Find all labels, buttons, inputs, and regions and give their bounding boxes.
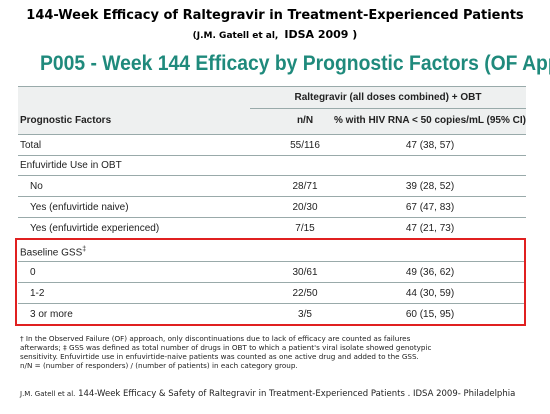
rule	[18, 134, 526, 135]
row-label: 0	[30, 267, 36, 278]
section-heading-text: Baseline GSS	[20, 247, 83, 259]
cell-pct: 49 (36, 62)	[405, 267, 455, 278]
rule	[18, 282, 526, 283]
cell-n: 30/61	[292, 267, 318, 278]
column-header: % with HIV RNA < 50 copies/mL (95% CI)	[334, 115, 526, 126]
rule	[18, 155, 526, 156]
cell-pct: 60 (15, 95)	[405, 309, 455, 320]
citation-text: 144-Week Efficacy & Safety of Raltegravi…	[78, 389, 516, 399]
slide-title: P005 - Week 144 Efficacy by Prognostic F…	[40, 52, 550, 76]
cell-n: 28/71	[292, 181, 318, 192]
rule	[18, 303, 526, 304]
rule	[250, 108, 526, 109]
slide-title-text: P005 - Week 144 Efficacy by Prognostic F…	[40, 52, 550, 75]
citation-authors: J.M. Gatell et al.	[20, 390, 76, 398]
cell-pct: 47 (38, 57)	[405, 140, 455, 151]
citation: J.M. Gatell et al. 144-Week Efficacy & S…	[20, 389, 515, 399]
footnote-line: afterwards; ‡ GSS was defined as total n…	[20, 343, 432, 352]
subtitle: (J.M. Gatell et al, IDSA 2009 )	[0, 28, 550, 41]
column-header: Prognostic Factors	[20, 115, 112, 126]
footnote-line: † In the Observed Failure (OF) approach,…	[20, 334, 411, 343]
rule	[18, 261, 526, 262]
row-label: Yes (enfuvirtide naive)	[30, 202, 129, 213]
meeting: IDSA 2009 )	[284, 28, 358, 41]
page-title: 144-Week Efficacy of Raltegravir in Trea…	[26, 8, 524, 23]
footnote-line: n/N = (number of responders) / (number o…	[20, 361, 298, 370]
column-header: n/N	[296, 115, 314, 126]
row-label: 1-2	[30, 288, 45, 299]
heading-mark: ‡	[82, 246, 87, 253]
cell-pct: 44 (30, 59)	[405, 288, 455, 299]
rule	[18, 196, 526, 197]
row-label: Yes (enfuvirtide experienced)	[30, 223, 160, 234]
row-label: 3 or more	[30, 309, 73, 320]
highlight-box	[15, 238, 526, 326]
cell-pct: 39 (28, 52)	[405, 181, 455, 192]
footnote-line: sensitivity. Enfuvirtide use in enfuvirt…	[20, 352, 419, 361]
rule	[18, 86, 526, 87]
cell-n: 20/30	[292, 202, 318, 213]
cell-pct: 67 (47, 83)	[405, 202, 455, 213]
authors: (J.M. Gatell et al,	[192, 31, 279, 41]
rule	[18, 217, 526, 218]
row-label: Total	[20, 140, 42, 151]
row-label: No	[30, 181, 43, 192]
cell-pct: 47 (21, 73)	[405, 223, 455, 234]
cell-n: 7/15	[295, 223, 315, 234]
header-band	[18, 86, 526, 134]
group-header: Raltegravir (all doses combined) + OBT	[294, 92, 482, 103]
cell-n: 22/50	[292, 288, 318, 299]
rule	[18, 175, 526, 176]
section-heading: Enfuvirtide Use in OBT	[20, 160, 122, 171]
cell-n: 3/5	[298, 309, 312, 320]
cell-n: 55/116	[290, 140, 320, 151]
section-heading-text: Enfuvirtide Use in OBT	[20, 160, 122, 171]
section-heading: Baseline GSS‡	[20, 246, 86, 258]
